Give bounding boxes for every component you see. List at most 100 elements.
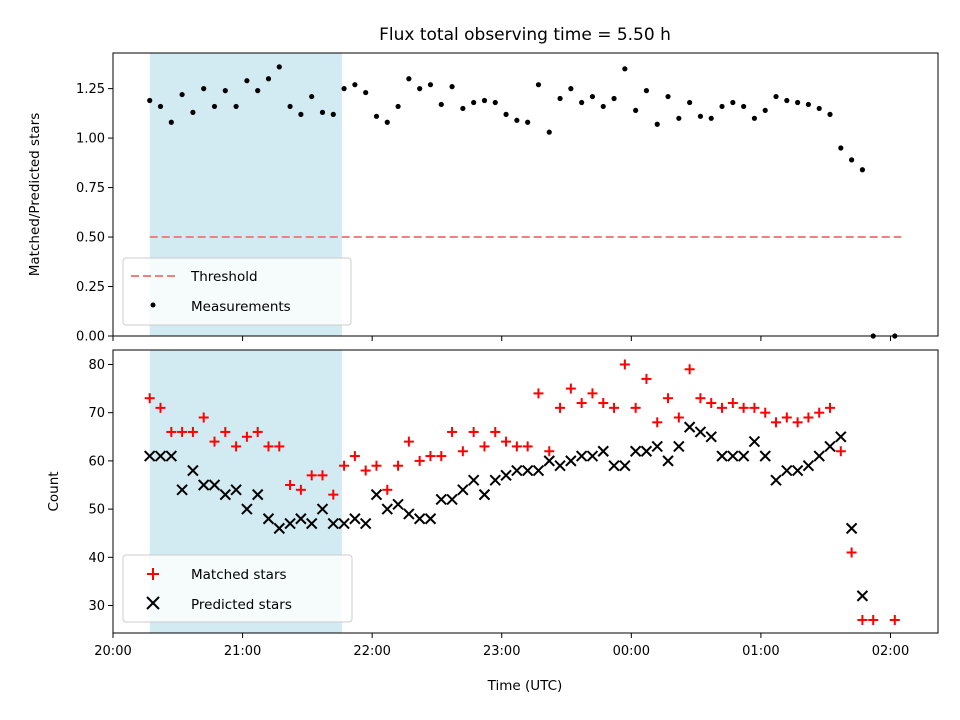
predicted-star-point — [392, 498, 404, 510]
predicted-star-point — [197, 479, 210, 491]
matched-star-point — [803, 412, 814, 423]
matched-star-point — [749, 402, 760, 413]
y-axis-ratio: 0.00 0.25 0.50 0.75 1.00 1.25 — [76, 82, 113, 345]
x-axis-ratio-ticks — [112, 336, 891, 341]
matched-star-point — [501, 436, 512, 447]
predicted-star-point — [629, 445, 642, 457]
matched-star-point — [241, 431, 252, 442]
predicted-star-point — [295, 513, 307, 525]
measurement-point — [751, 115, 758, 121]
predicted-star-point — [413, 513, 426, 525]
measurement-point — [147, 97, 153, 104]
measurement-point — [244, 78, 250, 84]
matched-star-point — [835, 446, 846, 457]
predicted-star-point — [187, 464, 199, 477]
measurement-point — [471, 99, 477, 106]
matched-star-point — [717, 402, 728, 413]
predicted-star-point — [565, 455, 577, 467]
legend-label-matched: Matched stars — [191, 567, 287, 583]
predicted-star-point — [478, 488, 491, 501]
measurement-point — [643, 88, 650, 94]
predicted-star-point — [370, 488, 383, 501]
measurement-point — [784, 97, 790, 104]
predicted-star-point — [781, 464, 793, 477]
matched-star-point — [889, 614, 900, 625]
predicted-star-point — [705, 431, 717, 443]
matched-star-point — [393, 460, 404, 471]
predicted-star-point — [403, 508, 415, 520]
predicted-star-point — [327, 517, 339, 530]
matched-star-point — [846, 547, 857, 558]
matched-star-point — [252, 426, 263, 437]
x-axis-label-time: Time (UTC) — [487, 678, 563, 694]
measurement-point — [211, 103, 218, 110]
matched-star-point — [436, 451, 447, 462]
predicted-star-point — [251, 488, 264, 501]
predicted-star-point — [791, 464, 804, 477]
matched-star-point — [771, 417, 782, 428]
predicted-star-point — [543, 455, 555, 467]
legend-ratio: Threshold Measurements — [122, 257, 352, 326]
measurement-point — [795, 99, 801, 106]
matched-star-point — [598, 398, 609, 409]
x-tick-label: 21:00 — [224, 644, 261, 659]
matched-star-point — [403, 436, 414, 447]
matched-star-point — [576, 398, 587, 409]
matched-star-point — [371, 460, 382, 471]
predicted-star-point — [305, 517, 318, 530]
measurement-point — [395, 103, 401, 110]
measurement-point — [341, 86, 347, 92]
predicted-star-point — [446, 493, 458, 506]
predicted-star-point — [770, 474, 782, 486]
counts-layer — [144, 359, 900, 625]
predicted-star-point — [575, 450, 588, 462]
predicted-star-point — [489, 474, 501, 486]
measurement-point — [265, 76, 272, 82]
predicted-star-point — [597, 445, 609, 457]
measurement-point — [363, 89, 369, 96]
y-tick-label: 0.25 — [76, 280, 105, 295]
matched-star-point — [155, 402, 166, 413]
y-axis-label-counts: Count — [46, 471, 62, 511]
legend-counts-box — [122, 554, 353, 623]
predicted-star-point — [316, 503, 329, 515]
y-tick-label: 50 — [88, 503, 105, 518]
predicted-star-point — [424, 513, 437, 525]
matched-star-point — [630, 402, 641, 413]
matched-star-point — [695, 393, 706, 404]
y-tick-label: 0.50 — [76, 231, 105, 246]
matched-star-point — [274, 441, 285, 452]
legend-swatch-measurements — [150, 302, 156, 308]
predicted-star-point — [208, 479, 221, 491]
measurement-point — [276, 64, 282, 70]
matched-star-point — [349, 451, 360, 462]
y-tick-label: 70 — [88, 406, 105, 421]
predicted-star-point — [381, 503, 393, 515]
measurement-point — [427, 82, 434, 88]
predicted-star-point — [651, 440, 663, 453]
y-tick-label: 60 — [88, 454, 105, 469]
measurement-point — [298, 111, 304, 117]
x-tick-label: 00:00 — [613, 644, 650, 659]
x-tick-label: 22:00 — [353, 644, 390, 659]
measurement-point — [546, 129, 552, 135]
predicted-star-point — [273, 522, 286, 535]
legend-label-predicted: Predicted stars — [191, 597, 292, 613]
y-tick-label: 40 — [88, 551, 105, 566]
predicted-star-point — [349, 513, 361, 525]
predicted-star-point — [230, 484, 242, 496]
predicted-star-point — [284, 517, 296, 530]
predicted-star-point — [640, 445, 653, 457]
matched-star-point — [587, 388, 598, 399]
predicted-star-point — [586, 450, 599, 462]
predicted-star-point — [727, 450, 739, 462]
measurement-point — [697, 113, 704, 119]
predicted-star-point — [457, 484, 469, 496]
matched-star-point — [533, 388, 544, 399]
measurement-point — [384, 119, 390, 125]
measurement-point — [179, 91, 185, 98]
matched-star-point — [144, 393, 155, 404]
measurement-point — [157, 103, 164, 110]
matched-star-point — [220, 426, 231, 437]
